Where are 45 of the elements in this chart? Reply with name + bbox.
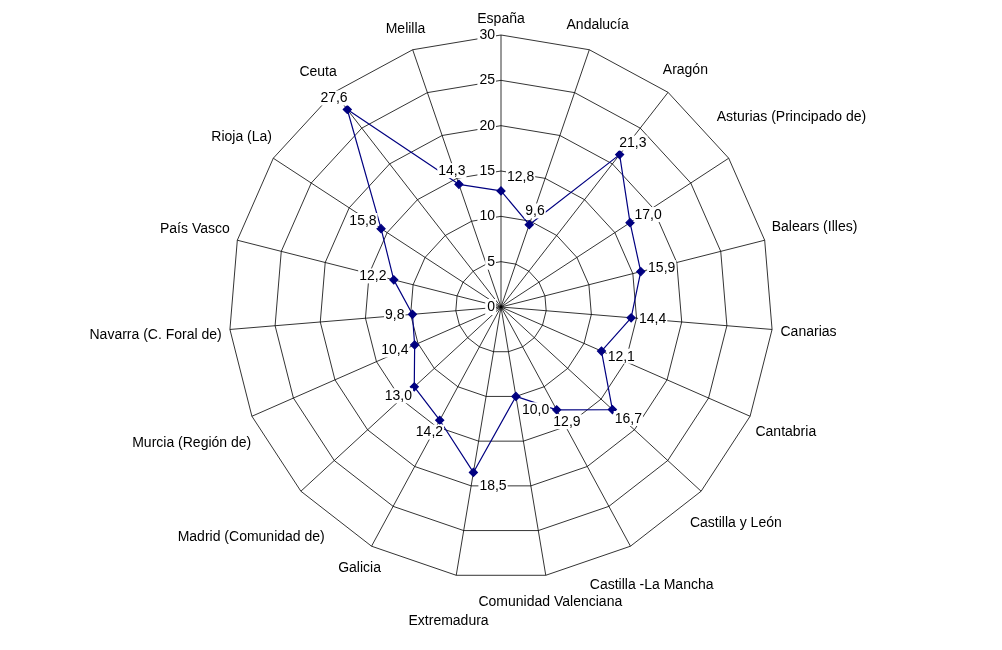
data-label: 13,0 bbox=[384, 387, 413, 404]
spoke-label: País Vasco bbox=[159, 220, 230, 237]
y-tick-label: 5 bbox=[487, 252, 496, 269]
data-label: 15,8 bbox=[349, 211, 377, 228]
data-label: 14,3 bbox=[438, 161, 466, 178]
data-label: 9,6 bbox=[525, 202, 545, 219]
data-label: 16,7 bbox=[614, 409, 643, 426]
data-label: 27,6 bbox=[320, 89, 348, 106]
data-label: 12,8 bbox=[507, 167, 535, 184]
spoke-label: Castilla y León bbox=[689, 514, 782, 531]
y-tick-label: 10 bbox=[479, 207, 496, 224]
spoke-label: Rioja (La) bbox=[211, 128, 273, 145]
spoke-label: Cantabria bbox=[755, 422, 817, 439]
data-label: 15,9 bbox=[648, 259, 676, 276]
spoke-label: Madrid (Comunidad de) bbox=[177, 527, 325, 544]
data-label: 21,3 bbox=[619, 134, 647, 151]
spoke-label: Asturias (Principado de) bbox=[716, 108, 867, 125]
y-tick-label: 25 bbox=[479, 71, 496, 88]
spoke-label: Ceuta bbox=[299, 62, 337, 79]
data-label: 10,4 bbox=[381, 341, 409, 358]
spoke-label: Aragón bbox=[662, 60, 708, 77]
data-label: 18,5 bbox=[479, 477, 507, 494]
y-tick-label: 15 bbox=[479, 161, 496, 178]
data-label: 10,0 bbox=[521, 401, 550, 418]
data-label: 17,0 bbox=[634, 205, 662, 222]
spoke-label: Balears (Illes) bbox=[771, 218, 858, 235]
data-label: 12,9 bbox=[553, 413, 581, 430]
spoke-label: Extremadura bbox=[408, 612, 489, 628]
spoke-label: Melilla bbox=[385, 19, 426, 36]
data-label: 12,2 bbox=[359, 267, 387, 284]
data-label: 12,1 bbox=[607, 347, 636, 364]
spoke-label: Canarias bbox=[780, 323, 837, 340]
data-label: 14,2 bbox=[415, 423, 444, 440]
y-tick-label: 30 bbox=[479, 25, 496, 42]
spoke-label: Galicia bbox=[338, 559, 382, 576]
spoke-label: España bbox=[477, 9, 525, 26]
y-tick-label: 0 bbox=[487, 297, 496, 314]
spoke-label: Navarra (C. Foral de) bbox=[89, 326, 222, 343]
spoke-label: Murcia (Región de) bbox=[132, 433, 252, 450]
spoke-label: Andalucía bbox=[566, 16, 629, 33]
spoke-label: Comunidad Valenciana bbox=[478, 593, 623, 610]
data-label: 9,8 bbox=[385, 306, 405, 323]
y-tick-label: 20 bbox=[479, 116, 496, 133]
spoke-label: Castilla -La Mancha bbox=[589, 576, 714, 593]
data-label: 14,4 bbox=[639, 309, 667, 326]
